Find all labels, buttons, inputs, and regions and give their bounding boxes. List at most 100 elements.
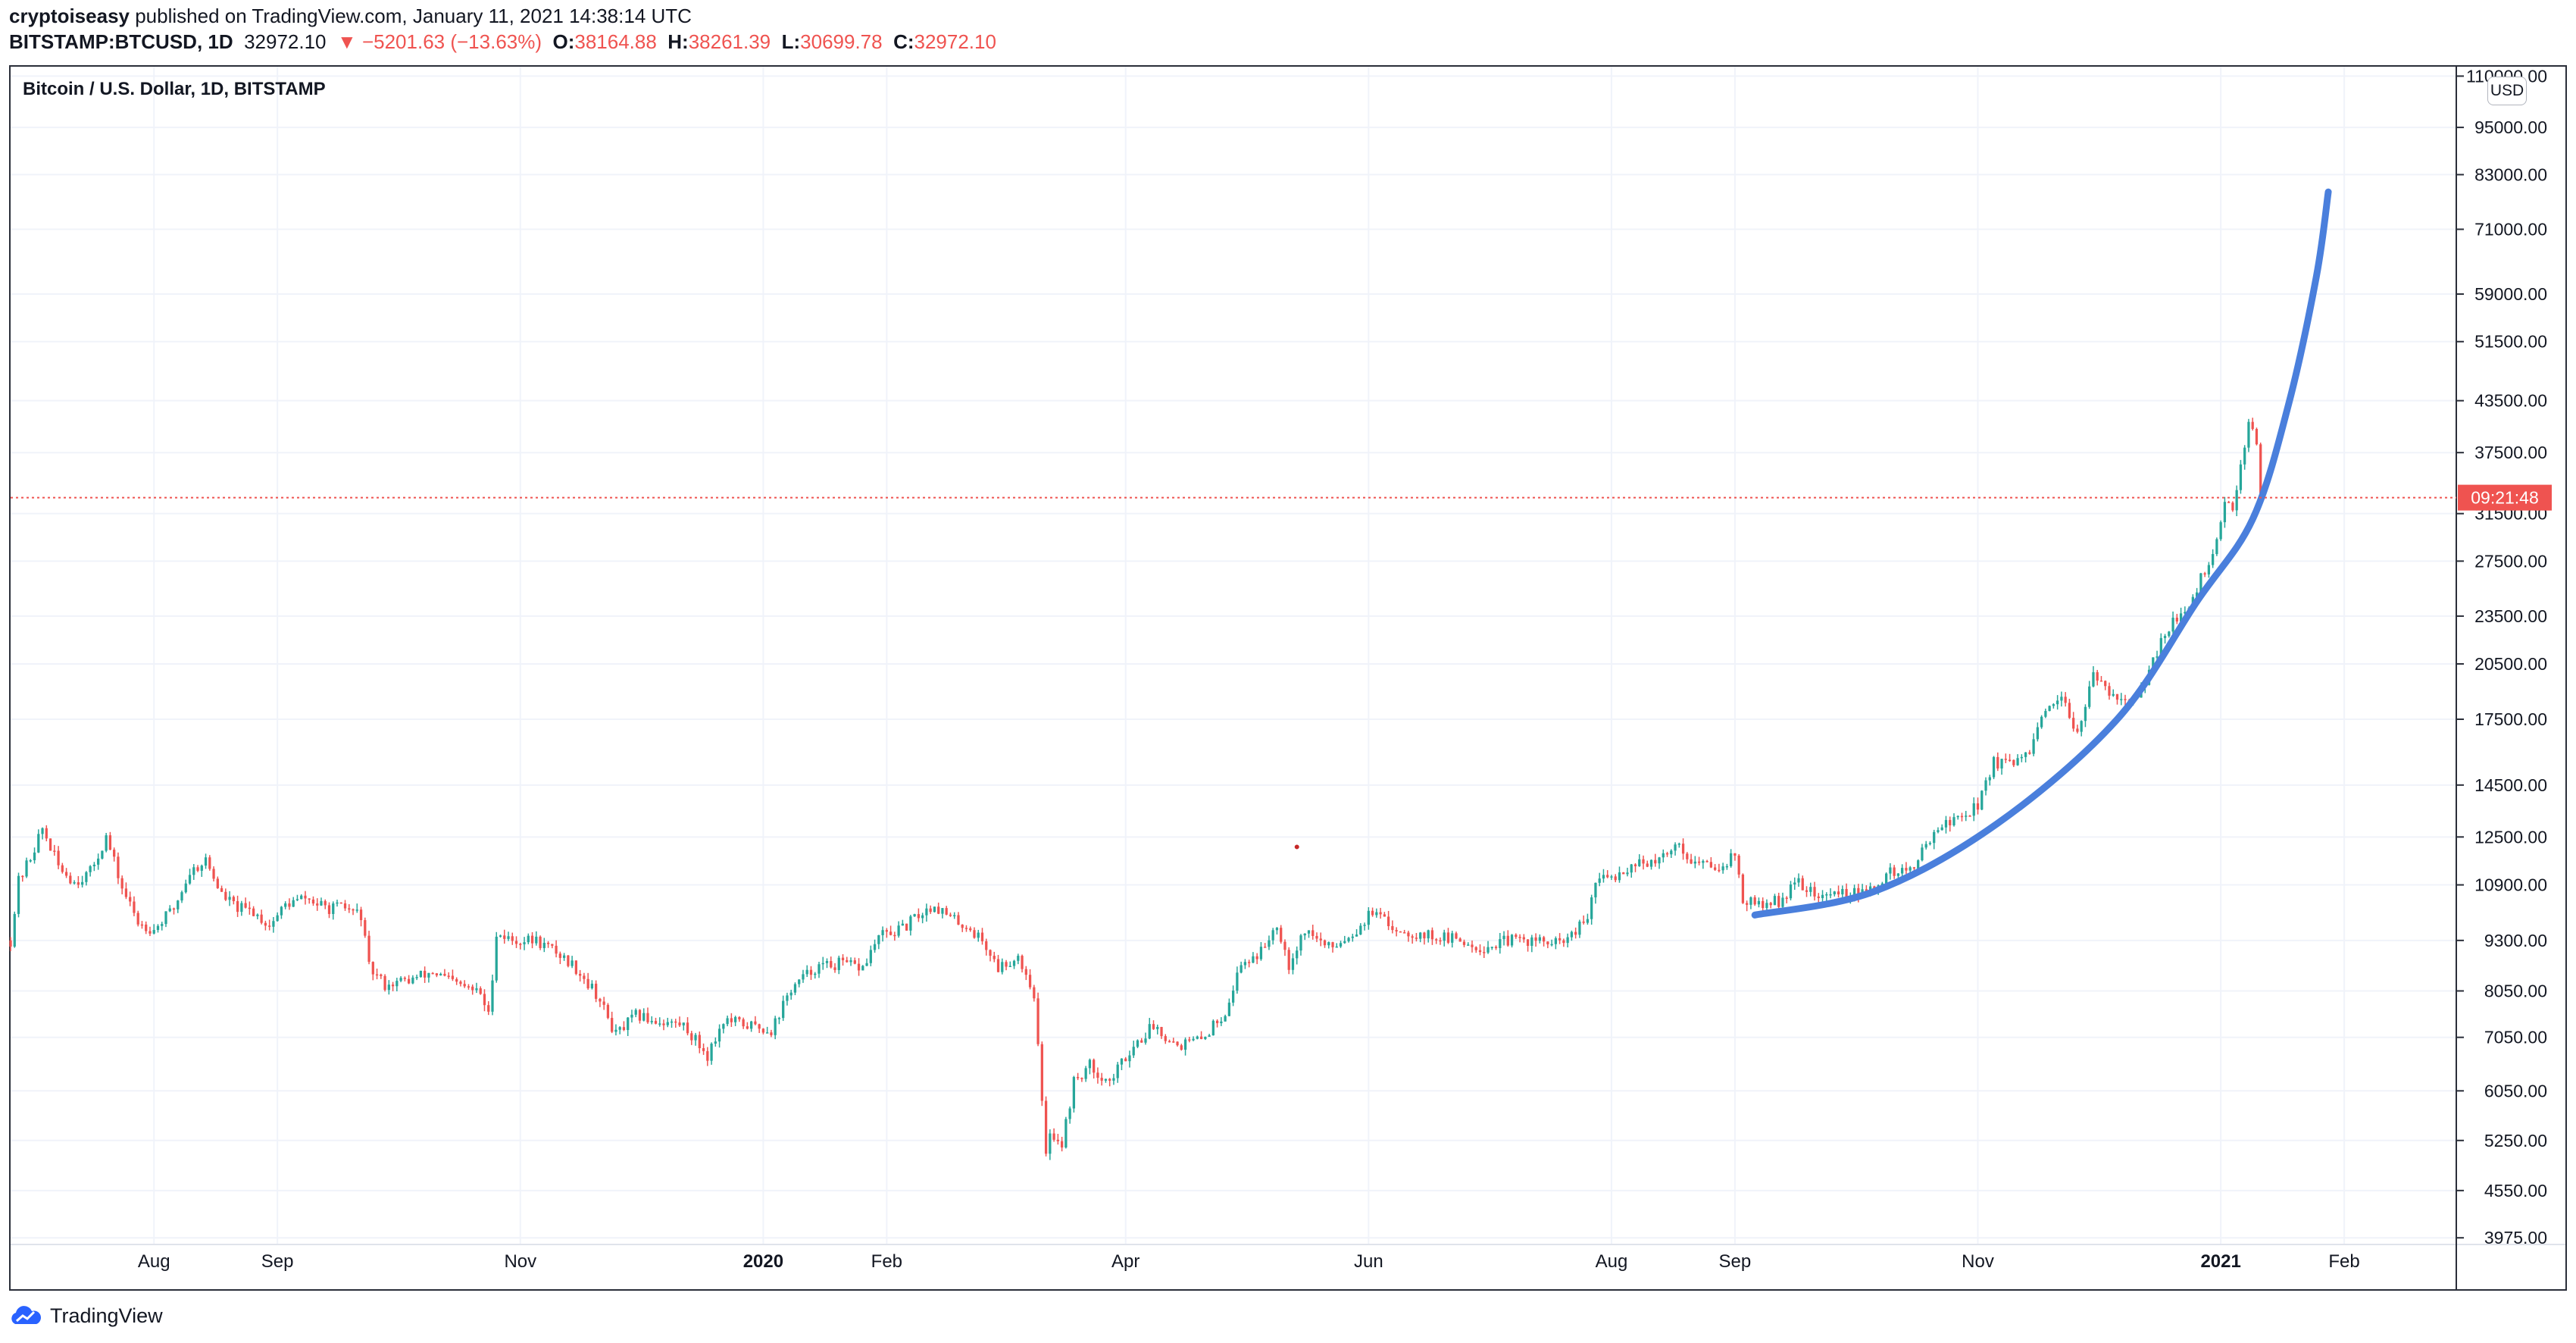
candle-body bbox=[1160, 1027, 1163, 1037]
candle-body bbox=[503, 935, 506, 939]
candle-body bbox=[1264, 947, 1267, 948]
symbol: BITSTAMP:BTCUSD, 1D bbox=[9, 30, 233, 53]
candle-body bbox=[2084, 706, 2087, 722]
candle-body bbox=[61, 865, 64, 872]
candle-body bbox=[1490, 947, 1493, 948]
chart-legend-title[interactable]: Bitcoin / U.S. Dollar, 1D, BITSTAMP bbox=[23, 79, 326, 99]
candle-body bbox=[177, 900, 180, 909]
candle-body bbox=[1379, 912, 1382, 915]
candle-body bbox=[1733, 853, 1737, 856]
brand-name: TradingView bbox=[50, 1304, 163, 1327]
tradingview-cloud-icon bbox=[11, 1306, 42, 1324]
candle-body bbox=[192, 867, 195, 875]
candle-body bbox=[1681, 844, 1685, 854]
candle-body bbox=[2040, 716, 2043, 728]
candle-body bbox=[1769, 903, 1772, 906]
candle-body bbox=[985, 941, 988, 950]
candle-body bbox=[654, 1021, 658, 1024]
candle-body bbox=[1937, 830, 1940, 832]
y-tick-label: 5250.00 bbox=[2484, 1131, 2547, 1150]
candle-body bbox=[774, 1018, 777, 1035]
candle-body bbox=[1558, 938, 1562, 941]
candle-body bbox=[1809, 887, 1812, 892]
candle-body bbox=[1905, 868, 1908, 871]
candle-body bbox=[1757, 900, 1761, 905]
candle-body bbox=[2068, 703, 2071, 718]
candle-body bbox=[276, 915, 279, 922]
candle-body bbox=[618, 1027, 621, 1030]
x-tick-label: Apr bbox=[1111, 1251, 1140, 1272]
close-label: C: bbox=[893, 30, 914, 53]
candle-body bbox=[133, 901, 136, 913]
candle-body bbox=[140, 924, 144, 926]
candle-body bbox=[1068, 1108, 1071, 1119]
candle-body bbox=[168, 908, 171, 912]
publisher-name[interactable]: cryptoiseasy bbox=[9, 5, 130, 27]
candle-body bbox=[1885, 873, 1888, 884]
candle-body bbox=[232, 897, 235, 902]
candle-body bbox=[646, 1013, 649, 1022]
candle-body bbox=[1180, 1045, 1183, 1050]
candle-body bbox=[1060, 1141, 1064, 1147]
candle-body bbox=[455, 978, 458, 982]
candle-body bbox=[383, 975, 386, 991]
candle-body bbox=[1562, 940, 1565, 944]
parabolic-curve bbox=[1751, 188, 2332, 919]
candle-body bbox=[1781, 897, 1784, 907]
y-tick-label: 8050.00 bbox=[2484, 981, 2547, 1000]
candle-body bbox=[228, 897, 231, 900]
candle-body bbox=[1104, 1078, 1108, 1081]
parabolic-curve-line bbox=[1751, 188, 2332, 919]
candle-body bbox=[1307, 930, 1311, 934]
candle-body bbox=[1196, 1036, 1199, 1039]
y-tick-label: 20500.00 bbox=[2474, 654, 2547, 674]
candle-body bbox=[837, 957, 840, 970]
candle-body bbox=[1339, 943, 1343, 947]
candle-body bbox=[682, 1022, 685, 1025]
y-tick-label: 23500.00 bbox=[2474, 606, 2547, 626]
candle-body bbox=[1072, 1077, 1076, 1109]
candle-body bbox=[925, 908, 928, 916]
currency-badge[interactable]: USD bbox=[2487, 77, 2527, 105]
candle-body bbox=[439, 973, 442, 975]
candle-body bbox=[941, 908, 944, 914]
candle-body bbox=[1327, 942, 1330, 946]
candle-body bbox=[2231, 502, 2234, 511]
candle-body bbox=[252, 908, 255, 916]
candle-body bbox=[1303, 933, 1306, 936]
candle-body bbox=[2024, 752, 2027, 757]
candle-body bbox=[2223, 502, 2227, 523]
candle-body bbox=[443, 973, 446, 976]
candle-body bbox=[1865, 889, 1868, 891]
candle-body bbox=[1841, 888, 1844, 895]
candle-body bbox=[1116, 1064, 1119, 1078]
tradingview-brand[interactable]: TradingView bbox=[8, 1301, 163, 1331]
candle-body bbox=[1291, 958, 1295, 970]
candle-body bbox=[742, 1019, 745, 1027]
candle-body bbox=[1036, 998, 1039, 1044]
candle-body bbox=[977, 932, 980, 938]
candle-body bbox=[853, 960, 856, 964]
candle-body bbox=[1008, 966, 1011, 967]
candle-body bbox=[1622, 872, 1625, 875]
candle-body bbox=[1746, 903, 1749, 905]
candle-body bbox=[1375, 912, 1378, 916]
candle-body bbox=[2108, 686, 2111, 696]
candle-body bbox=[877, 934, 880, 944]
candle-body bbox=[1395, 930, 1398, 931]
candle-body bbox=[833, 967, 836, 970]
candle-body bbox=[527, 935, 530, 943]
candle-body bbox=[1522, 937, 1525, 940]
candle-body bbox=[2152, 657, 2155, 670]
candle-body bbox=[2156, 656, 2159, 658]
candle-body bbox=[2000, 759, 2003, 769]
candle-body bbox=[714, 1041, 717, 1044]
candle-body bbox=[316, 903, 319, 906]
candle-body bbox=[1462, 941, 1466, 945]
candle-body bbox=[13, 913, 16, 947]
chart-frame[interactable] bbox=[9, 65, 2567, 1291]
candle-body bbox=[857, 963, 861, 971]
candle-body bbox=[590, 983, 594, 988]
candle-body bbox=[196, 867, 199, 871]
